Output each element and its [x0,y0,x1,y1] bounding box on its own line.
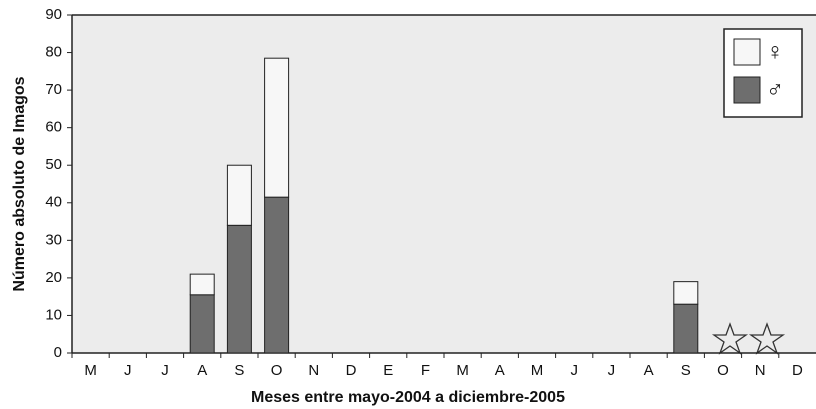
x-tick-label: M [531,362,544,379]
legend-swatch [734,77,760,103]
x-tick-label: D [792,362,803,379]
y-tick-label: 20 [45,269,62,286]
x-tick-label: M [456,362,469,379]
x-tick-label: J [570,362,578,379]
x-tick-label: M [84,362,97,379]
bar-segment [227,165,251,225]
bar-segment [265,58,289,197]
y-axis-label: Número absoluto de Imagos [11,76,28,291]
x-tick-label: J [124,362,132,379]
x-tick-label: N [755,362,766,379]
bar-segment [265,197,289,353]
legend-label: ♂ [766,76,784,103]
bar-segment [674,282,698,305]
bar-segment [190,295,214,353]
y-tick-label: 10 [45,306,62,323]
legend-swatch [734,39,760,65]
bar-segment [674,304,698,353]
y-tick-label: 0 [54,344,62,361]
x-tick-label: J [161,362,169,379]
x-tick-label: D [346,362,357,379]
x-tick-label: F [421,362,430,379]
y-tick-label: 90 [45,6,62,23]
y-tick-label: 40 [45,194,62,211]
y-tick-label: 50 [45,156,62,173]
legend-label: ♀ [766,38,784,65]
chart: Meses entre mayo-2004 a diciembre-2005 N… [0,0,816,409]
y-tick-label: 60 [45,119,62,136]
x-tick-label: S [234,362,244,379]
bar-segment [190,274,214,295]
x-tick-label: A [495,362,505,379]
bar-segment [227,225,251,353]
x-tick-label: A [197,362,207,379]
x-tick-label: E [383,362,393,379]
x-tick-label: O [271,362,283,379]
x-tick-label: N [308,362,319,379]
plot-background [72,15,816,353]
x-tick-label: O [717,362,729,379]
y-tick-label: 30 [45,231,62,248]
y-tick-label: 70 [45,81,62,98]
y-tick-label: 80 [45,44,62,61]
x-tick-label: J [608,362,616,379]
x-axis-label: Meses entre mayo-2004 a diciembre-2005 [251,389,565,406]
x-tick-label: S [681,362,691,379]
x-tick-label: A [644,362,654,379]
